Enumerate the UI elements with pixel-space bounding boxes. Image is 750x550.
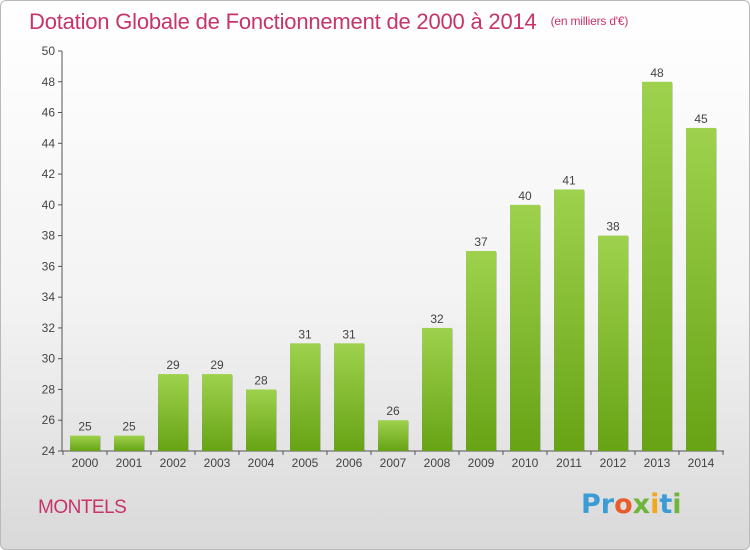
y-tick-label: 36 <box>42 259 56 273</box>
bar <box>114 435 144 451</box>
x-tick-label: 2012 <box>600 456 627 470</box>
data-label: 45 <box>694 112 708 126</box>
x-tick-label: 2000 <box>72 456 99 470</box>
x-tick-label: 2013 <box>644 456 671 470</box>
logo-letters-2: o <box>614 489 633 520</box>
y-tick-label: 26 <box>42 413 56 427</box>
bar <box>202 374 232 451</box>
bar <box>70 435 100 451</box>
logo-letters-4: i <box>650 489 660 520</box>
data-label: 32 <box>430 312 444 326</box>
data-label: 40 <box>518 189 532 203</box>
data-label: 29 <box>210 358 224 372</box>
x-tick-label: 2003 <box>204 456 231 470</box>
x-tick-label: 2001 <box>116 456 143 470</box>
bar <box>466 251 496 451</box>
bar <box>378 420 408 451</box>
data-label: 48 <box>650 66 664 80</box>
y-tick-label: 42 <box>42 167 56 181</box>
y-tick-label: 38 <box>42 229 56 243</box>
y-tick-label: 44 <box>42 136 56 150</box>
chart-title-text: Dotation Globale de Fonctionnement de 20… <box>29 9 537 34</box>
data-label: 31 <box>342 327 356 341</box>
data-label: 31 <box>298 327 312 341</box>
logo-letters-3: x <box>632 489 651 520</box>
axes: 24 26 28 30 32 34 36 38 40 42 44 46 48 50 2000 2001 2002… <box>42 44 724 470</box>
y-tick-label: 48 <box>42 75 56 89</box>
bar <box>334 343 364 451</box>
bar <box>554 189 584 451</box>
x-tick-label: 2010 <box>512 456 539 470</box>
chart-subtitle: (en milliers d'€) <box>550 14 629 28</box>
data-label: 25 <box>122 420 136 434</box>
proxiti-logo: Proxiti <box>581 489 682 520</box>
logo-letters-1: Pr <box>581 489 615 520</box>
x-tick-label: 2004 <box>248 456 275 470</box>
x-tick-label: 2011 <box>556 456 582 470</box>
bar <box>642 81 672 452</box>
y-tick-label: 50 <box>42 44 56 58</box>
data-label: 26 <box>386 404 400 418</box>
y-tick-label: 32 <box>42 321 56 335</box>
bar <box>246 389 276 451</box>
chart-title: Dotation Globale de Fonctionnement de 20… <box>29 9 628 35</box>
x-tick-label: 2005 <box>292 456 319 470</box>
data-label: 29 <box>166 358 180 372</box>
x-tick-label: 2014 <box>688 456 715 470</box>
bar <box>598 235 628 451</box>
y-tick-label: 30 <box>42 352 56 366</box>
y-tick-label: 28 <box>42 382 56 396</box>
bar <box>686 127 716 451</box>
bar <box>158 374 188 451</box>
bars: 25 25 29 29 28 31 31 26 32 37 40 41 38 48 45 <box>70 66 717 452</box>
bar <box>290 343 320 451</box>
x-tick-label: 2008 <box>424 456 451 470</box>
logo-letters-5: t <box>659 489 673 520</box>
x-tick-label: 2006 <box>336 456 363 470</box>
data-label: 41 <box>562 173 576 187</box>
y-tick-label: 46 <box>42 106 56 120</box>
y-tick-label: 34 <box>42 290 56 304</box>
x-tick-label: 2009 <box>468 456 495 470</box>
data-label: 38 <box>606 220 620 234</box>
x-tick-label: 2007 <box>380 456 407 470</box>
bar <box>510 204 540 451</box>
data-label: 28 <box>254 373 268 387</box>
data-label: 25 <box>78 420 92 434</box>
logo-letters-6: i <box>672 489 682 520</box>
x-tick-label: 2002 <box>160 456 187 470</box>
y-tick-label: 24 <box>42 444 56 458</box>
data-label: 37 <box>474 235 488 249</box>
commune-name: MONTELS <box>38 497 127 518</box>
y-tick-label: 40 <box>42 198 56 212</box>
bar <box>422 327 452 451</box>
